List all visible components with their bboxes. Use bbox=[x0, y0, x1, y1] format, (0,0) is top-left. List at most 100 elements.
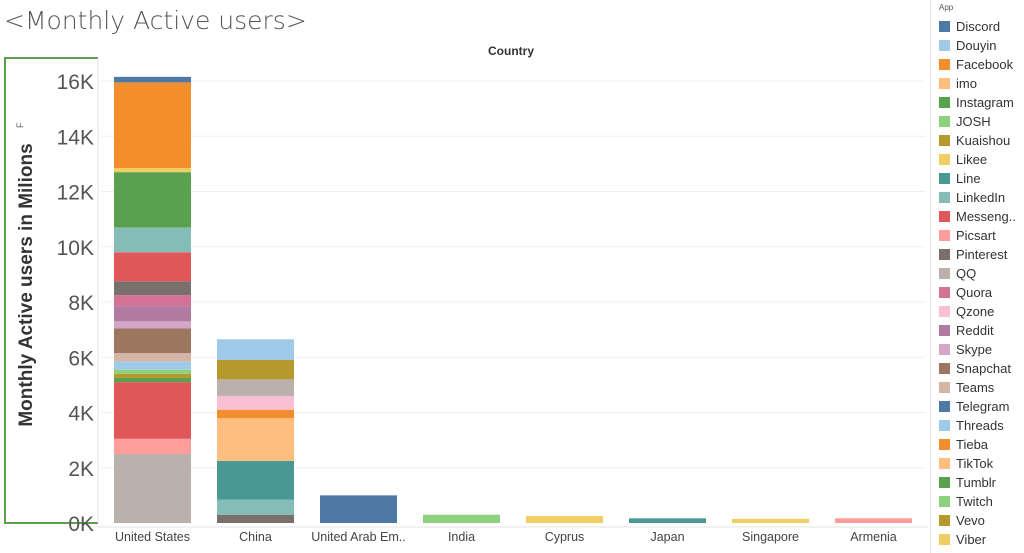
legend-swatch bbox=[939, 116, 950, 127]
x-category-label: United Arab Em.. bbox=[311, 530, 406, 544]
legend-swatch bbox=[939, 287, 950, 298]
bar-segment-line bbox=[629, 518, 706, 523]
legend-item[interactable]: Reddit bbox=[931, 321, 1024, 340]
legend-label: Tieba bbox=[956, 437, 989, 452]
bar-segment-qq bbox=[114, 453, 191, 523]
y-tick-label: 12K bbox=[57, 182, 94, 205]
bar-segment-picsart bbox=[114, 438, 191, 454]
legend-swatch bbox=[939, 382, 950, 393]
x-category-label: Armenia bbox=[850, 530, 897, 544]
legend-label: Instagram bbox=[956, 95, 1014, 110]
legend-item[interactable]: TikTok bbox=[931, 454, 1024, 473]
legend-item[interactable]: Likee bbox=[931, 150, 1024, 169]
bar-segment-line bbox=[217, 460, 294, 500]
legend-label: Kuaishou bbox=[956, 133, 1011, 148]
legend-item[interactable]: JOSH bbox=[931, 112, 1024, 131]
legend-swatch bbox=[939, 78, 950, 89]
legend-label: JOSH bbox=[956, 114, 991, 129]
legend-item[interactable]: Teams bbox=[931, 378, 1024, 397]
legend-label: Quora bbox=[956, 285, 993, 300]
y-tick-label: 2K bbox=[68, 458, 94, 481]
bar-segment-likee bbox=[732, 518, 809, 523]
bar-segment-likee bbox=[526, 516, 603, 523]
legend-item[interactable]: Line bbox=[931, 169, 1024, 188]
legend-item[interactable]: Tieba bbox=[931, 435, 1024, 454]
legend-swatch bbox=[939, 515, 950, 526]
legend-item[interactable]: LinkedIn bbox=[931, 188, 1024, 207]
bar-segment-likee bbox=[114, 168, 191, 173]
legend-label: Line bbox=[956, 171, 981, 186]
x-category-label: Japan bbox=[650, 530, 684, 544]
x-category-label: China bbox=[239, 530, 272, 544]
column-header: Country bbox=[488, 44, 534, 58]
legend-item[interactable]: Viber bbox=[931, 530, 1024, 549]
legend-item[interactable]: Snapchat bbox=[931, 359, 1024, 378]
bar-segment-instagram bbox=[114, 377, 191, 383]
y-tick-label: 6K bbox=[68, 347, 94, 370]
legend-label: Threads bbox=[956, 418, 1004, 433]
bar-segment-messeng- bbox=[114, 382, 191, 439]
legend-swatch bbox=[939, 268, 950, 279]
legend-item[interactable]: Pinterest bbox=[931, 245, 1024, 264]
legend-label: Reddit bbox=[956, 323, 994, 338]
legend-swatch bbox=[939, 534, 950, 545]
legend-item[interactable]: Qzone bbox=[931, 302, 1024, 321]
legend-item[interactable]: Facebook bbox=[931, 55, 1024, 74]
chart-title: <Monthly Active users> bbox=[4, 6, 307, 35]
bar-segment-pinterest bbox=[114, 281, 191, 296]
legend-item[interactable]: Messeng.. bbox=[931, 207, 1024, 226]
legend-item[interactable]: Picsart bbox=[931, 226, 1024, 245]
chart-area: 0K 2K 4K 6K 8K 10K 12K 14K 16K Monthly Active use… bbox=[4, 44, 928, 544]
legend-swatch bbox=[939, 496, 950, 507]
y-axis-label: Monthly Active users in Milions bbox=[16, 143, 37, 426]
legend-items: Discord Douyin Facebook imo Instagram JOSH Kua… bbox=[931, 17, 1024, 549]
bar-segment-facebook bbox=[217, 409, 294, 419]
bar-segment-linkedin bbox=[217, 499, 294, 515]
legend-item[interactable]: Douyin bbox=[931, 36, 1024, 55]
y-tick-label: 0K bbox=[68, 513, 94, 536]
legend-item[interactable]: Threads bbox=[931, 416, 1024, 435]
legend-label: Messeng.. bbox=[956, 209, 1016, 224]
legend-item[interactable]: Quora bbox=[931, 283, 1024, 302]
legend-item[interactable]: Twitch bbox=[931, 492, 1024, 511]
legend-item[interactable]: Instagram bbox=[931, 93, 1024, 112]
legend-swatch bbox=[939, 135, 950, 146]
legend-item[interactable]: imo bbox=[931, 74, 1024, 93]
legend-label: Viber bbox=[956, 532, 987, 547]
y-tick-label: 10K bbox=[57, 237, 94, 260]
legend-item[interactable]: Tumblr bbox=[931, 473, 1024, 492]
legend-swatch bbox=[939, 173, 950, 184]
bar-segment-discord bbox=[114, 76, 191, 83]
legend-swatch bbox=[939, 439, 950, 450]
y-tick-label: 14K bbox=[57, 126, 94, 149]
bar-segment-pinterest bbox=[217, 514, 294, 523]
legend-swatch bbox=[939, 420, 950, 431]
bar-segment-vevo bbox=[114, 373, 191, 378]
legend-label: Douyin bbox=[956, 38, 997, 53]
legend-label: Twitch bbox=[956, 494, 993, 509]
legend-swatch bbox=[939, 458, 950, 469]
legend-item[interactable]: Kuaishou bbox=[931, 131, 1024, 150]
legend-item[interactable]: Discord bbox=[931, 17, 1024, 36]
bar-segment-threads bbox=[217, 339, 294, 361]
bar-segment-skype bbox=[114, 321, 191, 329]
bar-segment-linkedin bbox=[114, 227, 191, 253]
legend-swatch bbox=[939, 40, 950, 51]
legend-swatch bbox=[939, 306, 950, 317]
legend-item[interactable]: Telegram bbox=[931, 397, 1024, 416]
legend-item[interactable]: Skype bbox=[931, 340, 1024, 359]
legend: App Discord Douyin Facebook imo Instagram JOS… bbox=[930, 0, 1024, 553]
legend-swatch bbox=[939, 477, 950, 488]
y-axis-label-marker: F bbox=[15, 122, 25, 128]
legend-item[interactable]: Vevo bbox=[931, 511, 1024, 530]
legend-swatch bbox=[939, 154, 950, 165]
legend-label: Discord bbox=[956, 19, 1001, 34]
bar-segment-picsart bbox=[835, 518, 912, 523]
legend-item[interactable]: QQ bbox=[931, 264, 1024, 283]
x-category-label: India bbox=[448, 530, 475, 544]
y-tick-label: 4K bbox=[68, 403, 94, 426]
bar-segment-reddit bbox=[114, 306, 191, 322]
legend-label: Qzone bbox=[956, 304, 995, 319]
bar-segment-teams bbox=[114, 353, 191, 362]
legend-swatch bbox=[939, 97, 950, 108]
